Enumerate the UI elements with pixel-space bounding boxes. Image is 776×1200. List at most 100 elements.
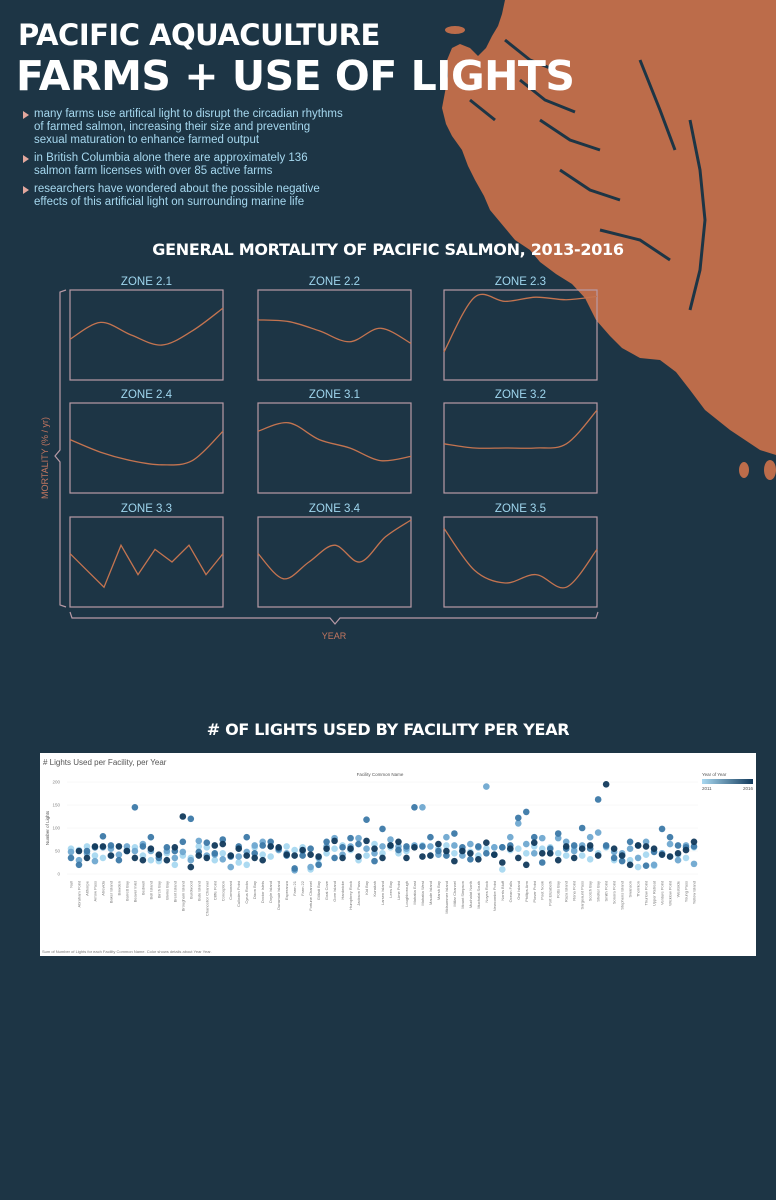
- y-tick-label: 50: [55, 849, 61, 854]
- x-tick-label: Sonora Point: [612, 880, 617, 904]
- zone-panel: [257, 289, 412, 381]
- data-point: [99, 843, 107, 850]
- data-point: [355, 834, 362, 842]
- data-point: [443, 842, 450, 849]
- data-point: [586, 833, 594, 841]
- x-axis-label: YEAR: [322, 631, 347, 641]
- x-tick-label: Loughborough: [404, 881, 409, 907]
- data-point: [419, 843, 426, 850]
- data-point: [538, 859, 546, 866]
- data-point: [67, 848, 75, 856]
- zone-panel: [257, 516, 412, 608]
- data-point: [379, 850, 386, 857]
- data-point: [666, 840, 674, 848]
- x-tick-label: Ocean Falls: [508, 881, 513, 902]
- data-point: [227, 863, 235, 871]
- bullet-list: many farms use artifical light to disrup…: [23, 108, 344, 214]
- x-tick-label: Cliffe Point: [212, 880, 217, 900]
- x-tick-label: Noyes Rock: [484, 881, 489, 903]
- data-point: [674, 850, 682, 857]
- x-tick-label: Jackson Pass: [356, 881, 361, 906]
- data-point: [570, 854, 578, 862]
- zone-panel: [443, 289, 598, 381]
- x-tick-label: Swanson: [628, 881, 633, 897]
- data-point: [682, 846, 690, 854]
- data-point: [690, 838, 698, 846]
- data-point: [626, 856, 634, 864]
- data-point: [195, 843, 203, 850]
- x-tick-label: Bedwell: [140, 881, 145, 895]
- data-point: [618, 857, 626, 865]
- mortality-curve: [443, 528, 598, 589]
- x-tick-label: Rona Point: [572, 880, 577, 901]
- y-axis-bracket: [54, 289, 67, 608]
- data-point: [331, 854, 338, 862]
- x-tick-label: Thurlow Point: [644, 880, 649, 905]
- zone-label: ZONE 2.4: [121, 389, 173, 401]
- data-point: [642, 838, 650, 846]
- data-point: [115, 843, 123, 850]
- data-point: [179, 813, 187, 820]
- data-point: [307, 845, 314, 852]
- x-tick-label: Birch Bay: [156, 881, 161, 898]
- zone-label: ZONE 3.4: [309, 503, 361, 515]
- data-point: [131, 847, 139, 855]
- data-point: [163, 856, 171, 864]
- x-tick-label: Wicklow Point: [668, 880, 673, 906]
- data-point: [99, 832, 107, 840]
- data-point: [522, 840, 530, 848]
- data-point: [403, 854, 410, 862]
- data-point: [602, 781, 610, 788]
- data-point: [419, 804, 426, 811]
- x-tick-label: Lime Point: [396, 880, 401, 900]
- x-tick-label: Burdwood: [188, 881, 193, 899]
- data-point: [75, 856, 83, 864]
- data-point: [690, 860, 698, 868]
- data-point: [554, 850, 562, 857]
- data-point: [67, 854, 75, 862]
- data-point: [610, 854, 618, 862]
- data-point: [514, 845, 522, 852]
- data-point: [371, 857, 378, 865]
- data-point: [323, 850, 330, 857]
- data-point: [530, 850, 538, 857]
- lights-chart-panel: # Lights Used per Facility, per Year Faci…: [40, 753, 756, 956]
- data-point: [323, 838, 330, 846]
- map-islands: [445, 26, 776, 480]
- data-point: [491, 844, 498, 851]
- x-tick-label: Arrow Pass: [92, 881, 97, 901]
- x-tick-label: Goat Cove: [324, 880, 329, 900]
- data-point: [267, 843, 274, 850]
- x-tick-label: Norris Bluff: [500, 880, 505, 901]
- data-point: [650, 845, 658, 852]
- data-point: [251, 842, 259, 849]
- x-tick-label: Poet Nook: [540, 881, 545, 900]
- x-tick-label: Gore Island: [332, 881, 337, 902]
- data-point: [203, 839, 211, 847]
- zone-panel: [257, 402, 412, 494]
- data-point: [379, 843, 386, 850]
- x-tick-label: Bute Island: [196, 881, 201, 901]
- data-point: [427, 852, 434, 859]
- data-point: [299, 846, 306, 854]
- y-tick-label: 200: [52, 780, 60, 785]
- chart-caption: Sum of Number of Lights for each Facilit…: [42, 949, 212, 954]
- x-tick-label: Raza Island: [564, 881, 569, 902]
- data-point: [475, 855, 482, 863]
- x-tick-label: Maude Island: [428, 881, 433, 905]
- data-point: [243, 861, 251, 869]
- data-point: [562, 838, 570, 846]
- data-point: [467, 850, 474, 857]
- data-point: [83, 843, 91, 850]
- data-point: [634, 854, 642, 862]
- data-point: [139, 843, 147, 850]
- data-point: [75, 847, 83, 855]
- x-tick-label: Westside: [676, 880, 681, 897]
- data-point: [107, 852, 115, 859]
- data-point: [411, 844, 418, 851]
- data-point: [235, 845, 243, 852]
- data-point: [499, 866, 506, 873]
- data-point: [674, 856, 682, 864]
- data-point: [107, 842, 115, 849]
- data-point: [195, 852, 203, 859]
